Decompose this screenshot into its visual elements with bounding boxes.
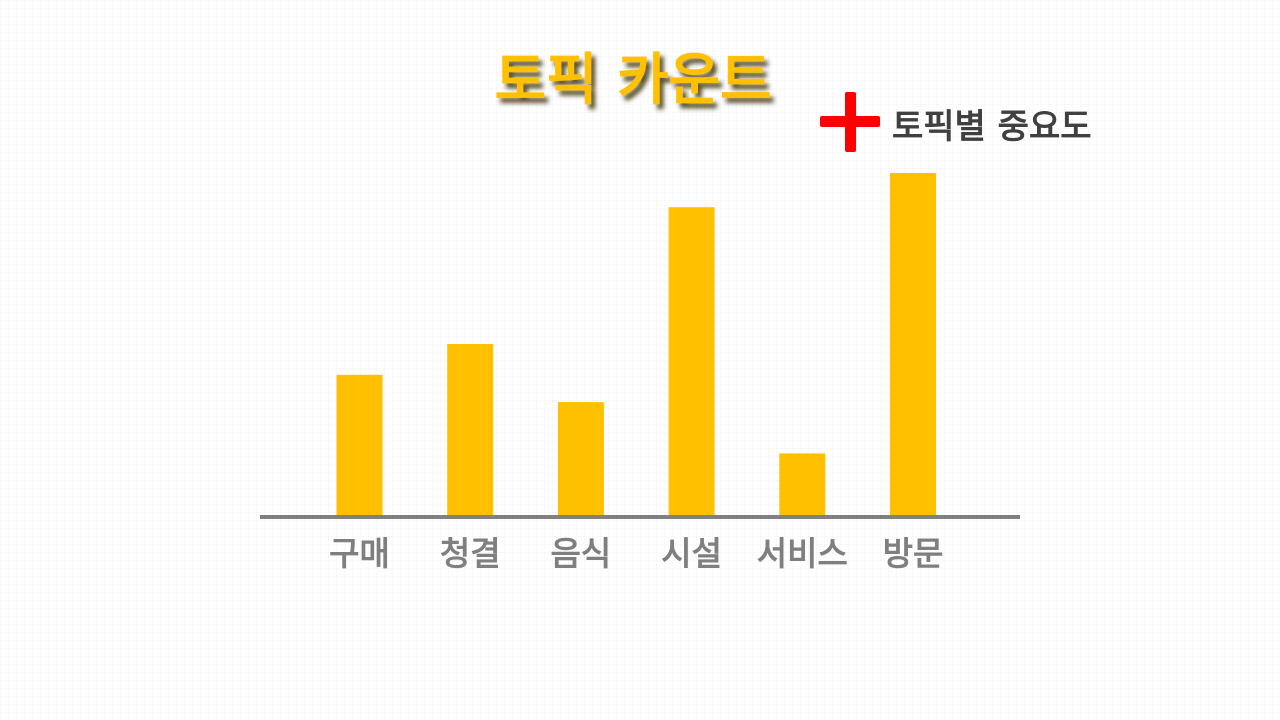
bar-4 — [668, 207, 715, 515]
bar-5 — [779, 453, 826, 515]
category-label-3: 음식 — [551, 534, 612, 573]
bar-6 — [890, 173, 936, 515]
chart-title: 토픽 카운트 — [494, 48, 771, 113]
category-label-1: 구매 — [329, 534, 390, 573]
bars-group — [336, 173, 936, 515]
category-labels-group: 구매 청결 음식 시설 서비스 방문 — [329, 534, 943, 573]
bar-2 — [447, 344, 494, 515]
category-label-4: 시설 — [661, 534, 722, 573]
bar-3 — [557, 402, 604, 515]
bar-1 — [336, 374, 383, 515]
plus-icon — [820, 92, 880, 152]
category-label-5: 서비스 — [757, 534, 848, 573]
annotation-topic-importance: 토픽별 중요도 — [892, 107, 1092, 147]
category-label-6: 방문 — [883, 534, 944, 573]
category-label-2: 청결 — [440, 534, 501, 573]
